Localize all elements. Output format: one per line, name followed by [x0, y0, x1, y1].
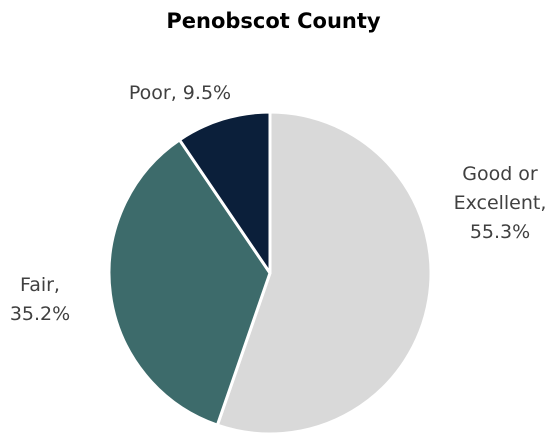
- pie-slices: [107, 110, 433, 434]
- data-label-good-or-excellent: Good or Excellent, 55.3%: [454, 163, 547, 243]
- chart-title: Penobscot County: [166, 9, 381, 33]
- data-label-fair: Fair, 35.2%: [10, 274, 70, 325]
- data-label-line: Good or: [462, 163, 538, 185]
- data-label-line: Poor, 9.5%: [129, 82, 231, 104]
- pie-slice-poor: [178, 110, 272, 275]
- pie-data-labels: Good or Excellent, 55.3% Fair, 35.2% Poor, 9.…: [10, 82, 547, 325]
- data-label-line: Excellent,: [454, 192, 547, 214]
- pie-slice-fair: [107, 138, 272, 427]
- data-label-poor: Poor, 9.5%: [129, 82, 231, 104]
- data-label-line: 35.2%: [10, 303, 70, 325]
- data-label-line: 55.3%: [470, 221, 530, 243]
- data-label-line: Fair,: [20, 274, 60, 296]
